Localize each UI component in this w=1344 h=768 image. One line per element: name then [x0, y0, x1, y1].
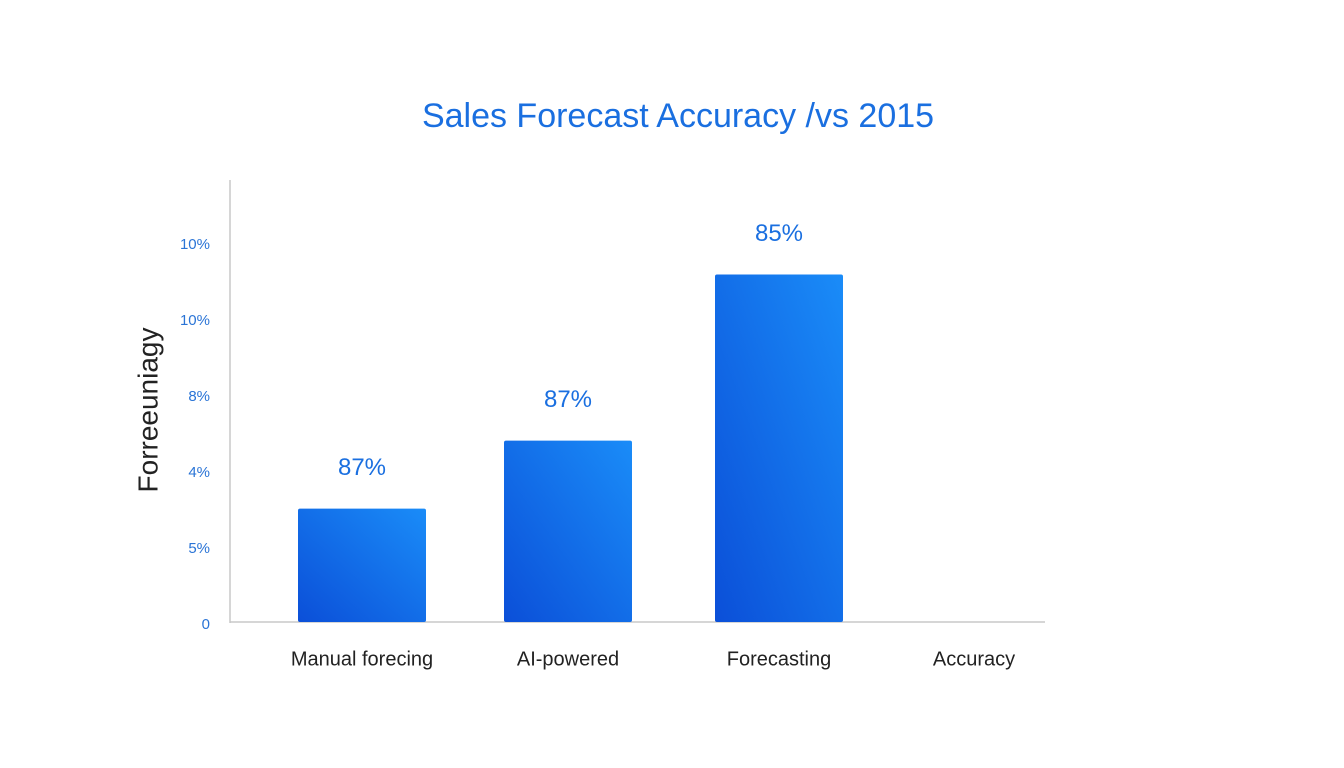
- y-tick-label: 4%: [188, 464, 210, 481]
- y-tick-label: 8%: [188, 388, 210, 405]
- y-tick-label: 10%: [180, 236, 210, 253]
- y-axis-label: Forreeuniagy: [132, 328, 163, 493]
- x-tick-label: Forecasting: [727, 648, 832, 670]
- y-tick-label: 5%: [188, 540, 210, 557]
- bar-annotation: 87%: [338, 454, 386, 481]
- bar: [298, 508, 426, 622]
- y-tick-label: 10%: [180, 312, 210, 329]
- bar: [504, 440, 632, 622]
- chart-title: Sales Forecast Accuracy /vs 2015: [422, 97, 934, 135]
- x-tick-label: AI-powered: [517, 648, 619, 670]
- x-tick-label: Accuracy: [933, 648, 1015, 670]
- bar-annotation: 87%: [544, 386, 592, 413]
- x-tick-label: Manual forecing: [291, 648, 433, 670]
- bar: [715, 274, 843, 622]
- y-tick-label: 0: [202, 616, 210, 633]
- bar-annotation: 85%: [755, 220, 803, 247]
